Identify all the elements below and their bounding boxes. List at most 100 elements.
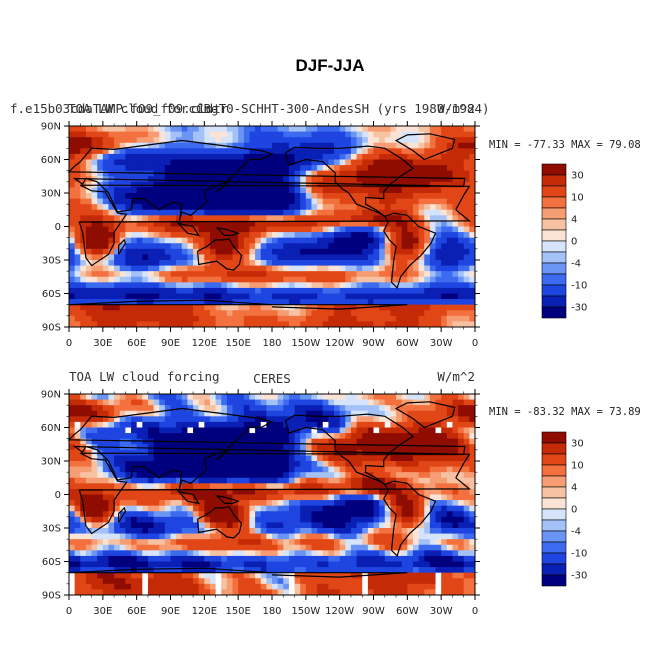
field-cell [384,455,391,462]
field-cell [159,466,166,473]
field-cell [238,181,245,188]
field-cell [215,137,222,144]
field-cell [260,215,267,222]
field-cell [153,315,160,322]
field-cell [164,215,171,222]
field-cell [288,416,296,423]
field-cell [452,265,459,272]
field-cell [198,193,205,200]
field-cell [187,455,194,462]
field-cell [232,310,239,317]
field-cell [373,204,380,211]
field-cell [74,444,81,451]
field-cell [317,226,324,233]
field-cell [142,304,149,311]
field-cell [176,293,183,300]
field-cell [181,483,188,490]
field-cell [176,483,183,490]
field-cell [334,193,341,200]
field-cell [142,293,149,300]
field-cell [255,427,262,434]
field-cell [226,193,234,200]
field-cell [277,209,284,216]
field-cell [283,528,290,535]
field-cell [187,399,194,406]
field-cell [435,254,442,261]
field-cell [238,516,245,523]
field-cell [176,148,183,155]
field-cell [328,528,335,535]
field-cell [396,539,403,546]
field-cell [176,505,183,512]
field-cell [249,410,256,417]
field-cell [441,220,448,227]
field-cell [69,461,76,468]
field-cell [328,304,335,311]
field-cell [300,310,307,317]
field-cell [272,193,279,200]
field-cell [311,321,318,328]
field-cell [181,304,188,311]
field-cell [266,511,273,518]
field-cell [74,555,81,562]
field-cell [69,544,76,551]
field-cell [164,276,171,283]
field-cell [345,159,352,166]
field-cell [401,516,408,523]
field-cell [334,220,341,227]
field-cell [339,293,346,300]
field-cell [85,421,93,428]
field-cell [458,539,465,546]
field-cell [334,293,341,300]
field-cell [429,433,437,440]
field-cell [108,410,115,417]
field-cell [469,226,476,233]
field-cell [384,176,391,183]
field-cell [458,444,465,451]
field-cell [283,287,290,294]
field-cell [396,237,403,244]
field-cell [469,137,476,144]
field-cell [390,494,397,501]
field-cell [429,550,437,557]
field-cell [255,466,262,473]
field-cell [396,142,403,149]
field-cell [272,472,279,479]
field-cell [283,276,290,283]
field-cell [334,494,341,501]
field-cell [69,405,76,412]
field-cell [322,461,329,468]
field-cell [322,142,329,149]
field-cell [373,165,380,172]
field-cell [131,561,138,568]
field-cell [283,455,290,462]
field-cell [176,181,183,188]
field-cell [108,321,115,328]
field-cell [362,276,369,283]
field-cell [226,405,234,412]
field-cell [362,176,369,183]
field-cell [147,461,155,468]
field-cell [294,416,301,423]
field-cell [441,477,448,484]
field-cell [317,310,324,317]
field-cell [226,516,234,523]
field-cell [384,226,391,233]
field-cell [131,500,138,507]
field-cell [356,315,363,322]
field-cell [97,165,104,172]
field-cell [260,466,267,473]
field-cell [384,444,391,451]
field-cell [74,561,81,568]
field-cell [328,299,335,306]
field-cell [193,421,200,428]
field-cell [429,544,437,551]
field-cell [334,438,341,445]
field-cell [277,500,284,507]
field-cell [69,265,76,272]
field-cell [328,555,335,562]
field-cell [362,533,369,540]
field-cell [198,483,205,490]
field-cell [272,483,279,490]
x-tick-label: 60W [396,338,419,349]
